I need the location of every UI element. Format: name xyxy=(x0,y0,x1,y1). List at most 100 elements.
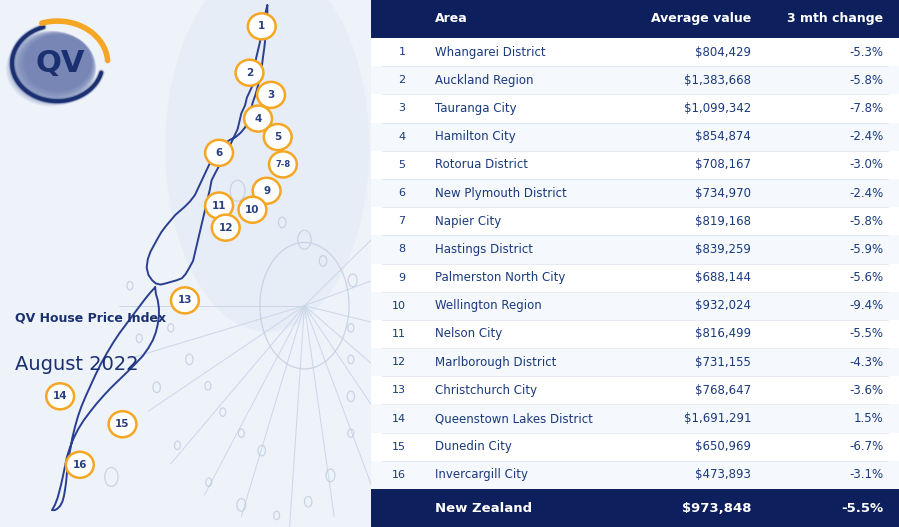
Text: Auckland Region: Auckland Region xyxy=(434,74,533,87)
Text: -2.4%: -2.4% xyxy=(849,187,883,200)
Text: -3.1%: -3.1% xyxy=(849,469,883,482)
Ellipse shape xyxy=(205,192,233,219)
FancyBboxPatch shape xyxy=(371,348,899,376)
Text: Rotorua District: Rotorua District xyxy=(434,158,528,171)
Text: -5.9%: -5.9% xyxy=(849,243,883,256)
Text: 12: 12 xyxy=(218,223,233,232)
Text: $816,499: $816,499 xyxy=(695,327,752,340)
Circle shape xyxy=(9,31,95,104)
Text: 13: 13 xyxy=(392,385,405,395)
Ellipse shape xyxy=(248,13,276,40)
Text: $1,099,342: $1,099,342 xyxy=(684,102,752,115)
Ellipse shape xyxy=(171,287,199,314)
FancyBboxPatch shape xyxy=(371,292,899,320)
Text: 4: 4 xyxy=(398,132,405,142)
Text: 3: 3 xyxy=(267,90,275,100)
Text: 11: 11 xyxy=(212,201,227,210)
Text: $932,024: $932,024 xyxy=(695,299,752,313)
Text: -5.3%: -5.3% xyxy=(850,45,883,58)
Text: $473,893: $473,893 xyxy=(695,469,752,482)
FancyBboxPatch shape xyxy=(371,0,899,38)
Text: -5.5%: -5.5% xyxy=(850,327,883,340)
FancyBboxPatch shape xyxy=(371,179,899,207)
Text: -5.5%: -5.5% xyxy=(841,502,883,514)
Text: 5: 5 xyxy=(398,160,405,170)
Text: 6: 6 xyxy=(216,148,223,158)
Text: 1.5%: 1.5% xyxy=(853,412,883,425)
Text: $688,144: $688,144 xyxy=(695,271,752,284)
Text: 4: 4 xyxy=(254,114,262,123)
FancyBboxPatch shape xyxy=(371,433,899,461)
Text: $819,168: $819,168 xyxy=(695,214,752,228)
Text: Hastings District: Hastings District xyxy=(434,243,532,256)
Text: -4.3%: -4.3% xyxy=(849,356,883,369)
Ellipse shape xyxy=(165,0,369,332)
Ellipse shape xyxy=(212,214,240,241)
Ellipse shape xyxy=(257,82,285,108)
Text: New Zealand: New Zealand xyxy=(434,502,531,514)
FancyBboxPatch shape xyxy=(371,38,899,66)
Text: 7-8: 7-8 xyxy=(275,160,290,169)
Text: $650,969: $650,969 xyxy=(695,440,752,453)
Text: $708,167: $708,167 xyxy=(695,158,752,171)
Text: -2.4%: -2.4% xyxy=(849,130,883,143)
Ellipse shape xyxy=(263,124,291,150)
FancyBboxPatch shape xyxy=(371,122,899,151)
Text: 16: 16 xyxy=(392,470,405,480)
Ellipse shape xyxy=(245,105,272,132)
Text: Whangarei District: Whangarei District xyxy=(434,45,545,58)
Text: 1: 1 xyxy=(398,47,405,57)
Text: 12: 12 xyxy=(391,357,405,367)
Text: $804,429: $804,429 xyxy=(695,45,752,58)
Text: -3.0%: -3.0% xyxy=(850,158,883,171)
Text: 2: 2 xyxy=(246,68,254,77)
Text: 14: 14 xyxy=(53,392,67,401)
Circle shape xyxy=(8,31,96,105)
Text: Nelson City: Nelson City xyxy=(434,327,502,340)
Text: $854,874: $854,874 xyxy=(695,130,752,143)
Text: 10: 10 xyxy=(245,205,260,214)
Text: $768,647: $768,647 xyxy=(695,384,752,397)
Text: New Plymouth District: New Plymouth District xyxy=(434,187,566,200)
Text: -5.6%: -5.6% xyxy=(849,271,883,284)
Circle shape xyxy=(10,32,95,103)
FancyBboxPatch shape xyxy=(371,235,899,264)
Text: 7: 7 xyxy=(398,216,405,226)
Text: -7.8%: -7.8% xyxy=(849,102,883,115)
Text: Wellington Region: Wellington Region xyxy=(434,299,541,313)
Text: -3.6%: -3.6% xyxy=(849,384,883,397)
Text: 15: 15 xyxy=(392,442,405,452)
Text: 15: 15 xyxy=(115,419,129,429)
FancyBboxPatch shape xyxy=(371,320,899,348)
FancyBboxPatch shape xyxy=(371,264,899,292)
Text: 3: 3 xyxy=(398,103,405,113)
Text: 16: 16 xyxy=(73,460,87,470)
Text: $839,259: $839,259 xyxy=(695,243,752,256)
FancyBboxPatch shape xyxy=(371,376,899,405)
Text: $731,155: $731,155 xyxy=(695,356,752,369)
Ellipse shape xyxy=(109,411,137,437)
Text: 10: 10 xyxy=(392,301,405,311)
FancyBboxPatch shape xyxy=(371,66,899,94)
Text: QV House Price Index: QV House Price Index xyxy=(15,311,166,324)
Ellipse shape xyxy=(46,383,74,409)
Text: Queenstown Lakes District: Queenstown Lakes District xyxy=(434,412,592,425)
FancyBboxPatch shape xyxy=(371,94,899,122)
Text: -5.8%: -5.8% xyxy=(850,74,883,87)
FancyBboxPatch shape xyxy=(371,489,899,527)
Text: Tauranga City: Tauranga City xyxy=(434,102,516,115)
Ellipse shape xyxy=(269,151,297,178)
Text: Dunedin City: Dunedin City xyxy=(434,440,512,453)
Text: Christchurch City: Christchurch City xyxy=(434,384,537,397)
Text: 13: 13 xyxy=(178,296,192,305)
Text: 2: 2 xyxy=(398,75,405,85)
Text: $973,848: $973,848 xyxy=(681,502,752,514)
Text: -9.4%: -9.4% xyxy=(849,299,883,313)
FancyBboxPatch shape xyxy=(371,151,899,179)
Text: August 2022: August 2022 xyxy=(15,355,138,374)
Text: QV: QV xyxy=(35,48,85,78)
Text: Area: Area xyxy=(434,13,467,25)
Text: 3 mth change: 3 mth change xyxy=(787,13,883,25)
Text: Average value: Average value xyxy=(651,13,752,25)
FancyBboxPatch shape xyxy=(371,207,899,235)
